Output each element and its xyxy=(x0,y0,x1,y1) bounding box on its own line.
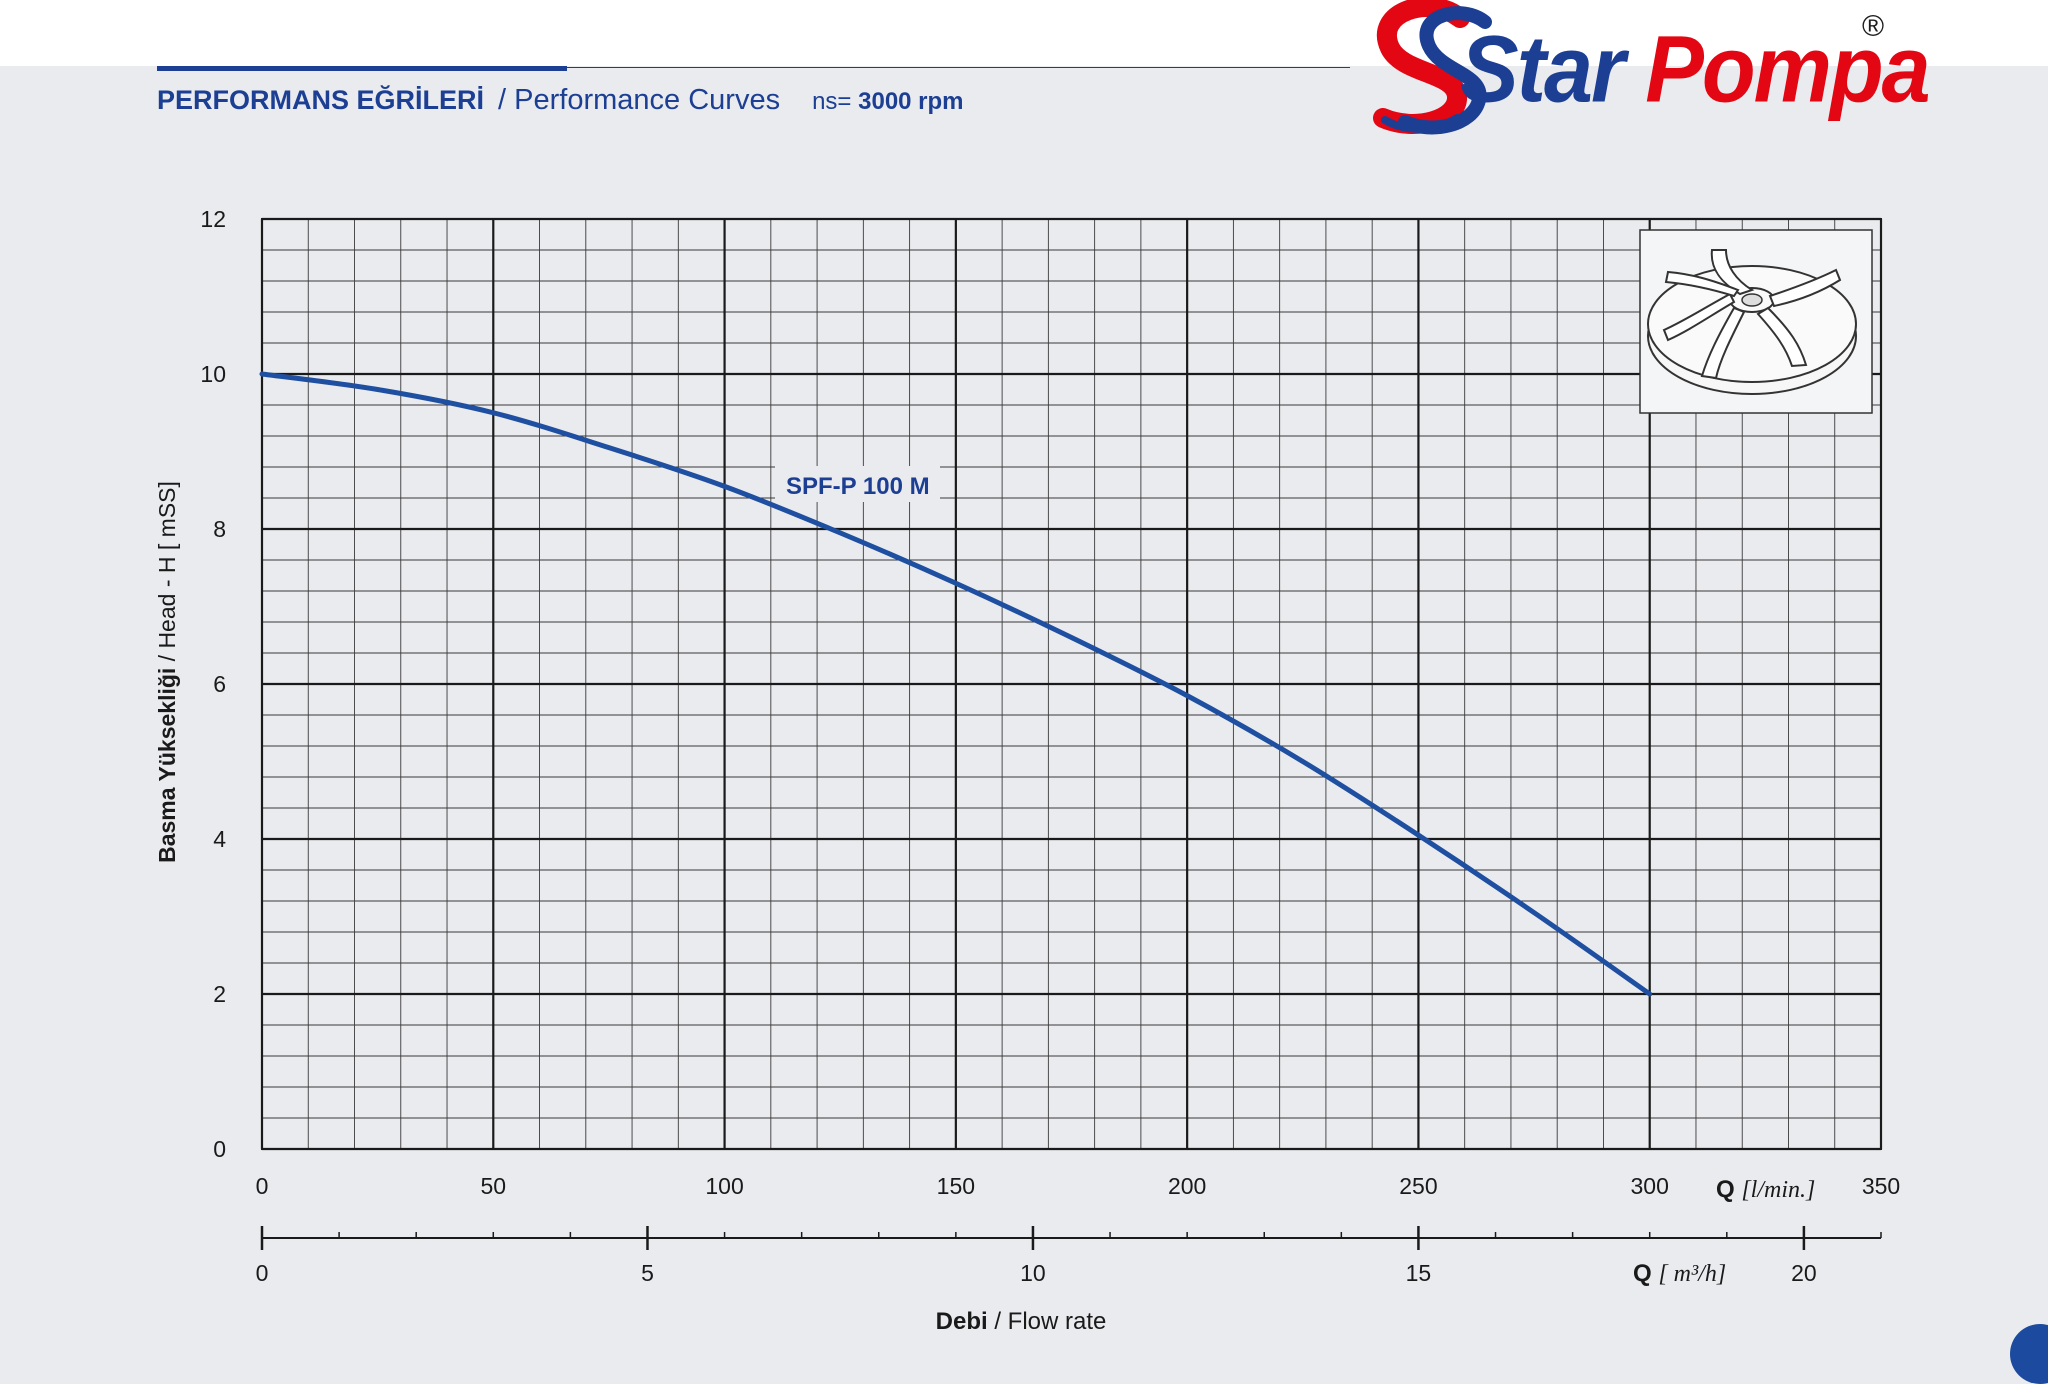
x-axis-label-en: / Flow rate xyxy=(994,1308,1106,1335)
y-axis-label: Basma Yüksekliği / Head - H [ mSS] xyxy=(154,481,180,863)
y-tick-labels: 0 2 4 6 8 10 12 xyxy=(200,206,226,1162)
secondary-x-tick-label: 5 xyxy=(641,1260,654,1286)
x-tick-label: 100 xyxy=(705,1173,743,1199)
y-tick-label: 8 xyxy=(213,516,226,542)
series-label: SPF-P 100 M xyxy=(786,473,930,500)
y-tick-label: 0 xyxy=(213,1136,226,1162)
x-tick-labels: 0 50 100 150 200 250 300 350 xyxy=(256,1173,1901,1199)
secondary-x-tick-label: 10 xyxy=(1020,1260,1046,1286)
y-tick-label: 12 xyxy=(200,206,226,232)
x-tick-label: 300 xyxy=(1631,1173,1669,1199)
header-band xyxy=(0,0,2048,66)
title-turkish: PERFORMANS EĞRİLERİ xyxy=(157,85,485,115)
title-rule xyxy=(157,66,567,71)
y-tick-label: 2 xyxy=(213,981,226,1007)
brand-name-star: Star xyxy=(1460,15,1625,123)
x-tick-label: 200 xyxy=(1168,1173,1206,1199)
speed-label: ns= 3000 rpm xyxy=(812,88,963,115)
speed-prefix: ns= xyxy=(812,88,852,115)
x-tick-label: 350 xyxy=(1862,1173,1900,1199)
brand-name-pompa: Pompa xyxy=(1645,15,1930,123)
x-unit-m3h: Q [ m³/h] xyxy=(1633,1260,1726,1287)
y-tick-label: 6 xyxy=(213,671,226,697)
registered-mark: ® xyxy=(1862,10,1885,43)
x-unit-lmin: Q [l/min.] xyxy=(1716,1176,1815,1203)
major-grid xyxy=(260,217,1883,1151)
impeller-icon xyxy=(1639,229,1873,414)
title-rule-thin xyxy=(567,67,1350,68)
x-tick-label: 250 xyxy=(1399,1173,1437,1199)
x-axis-label: Debi / Flow rate xyxy=(936,1308,1107,1335)
series-line-spf-p-100-m xyxy=(259,371,1653,997)
secondary-x-axis xyxy=(260,1226,1882,1250)
x-tick-label: 150 xyxy=(937,1173,975,1199)
speed-value: 3000 rpm xyxy=(858,88,964,115)
brand-name: Star Pompa xyxy=(1460,14,1931,124)
secondary-x-tick-label: 20 xyxy=(1791,1260,1817,1286)
x-axis-label-tr: Debi xyxy=(936,1308,988,1335)
secondary-x-tick-label: 15 xyxy=(1406,1260,1432,1286)
secondary-x-tick-labels: 0 5 10 15 20 xyxy=(256,1260,1817,1286)
y-tick-label: 4 xyxy=(213,826,226,852)
x-unit-m3h-symbol: Q xyxy=(1633,1260,1652,1287)
x-tick-label: 50 xyxy=(480,1173,506,1199)
x-tick-label: 0 xyxy=(256,1173,269,1199)
brand-logo-icon xyxy=(1373,0,1492,135)
y-axis-label-tr: Basma Yüksekliği xyxy=(154,668,180,863)
plot-frame xyxy=(261,218,1882,1150)
title-english: / Performance Curves xyxy=(498,84,781,116)
page-title: PERFORMANS EĞRİLERİ / Performance Curves n… xyxy=(157,84,964,124)
x-unit-lmin-text: [l/min.] xyxy=(1741,1177,1815,1203)
x-unit-m3h-text: [ m³/h] xyxy=(1658,1261,1726,1287)
y-tick-label: 10 xyxy=(200,361,226,387)
series-label-background xyxy=(775,466,940,502)
secondary-x-tick-label: 0 xyxy=(256,1260,269,1286)
y-axis-label-en: / Head - H [ mSS] xyxy=(154,481,180,661)
x-unit-lmin-symbol: Q xyxy=(1716,1176,1735,1203)
